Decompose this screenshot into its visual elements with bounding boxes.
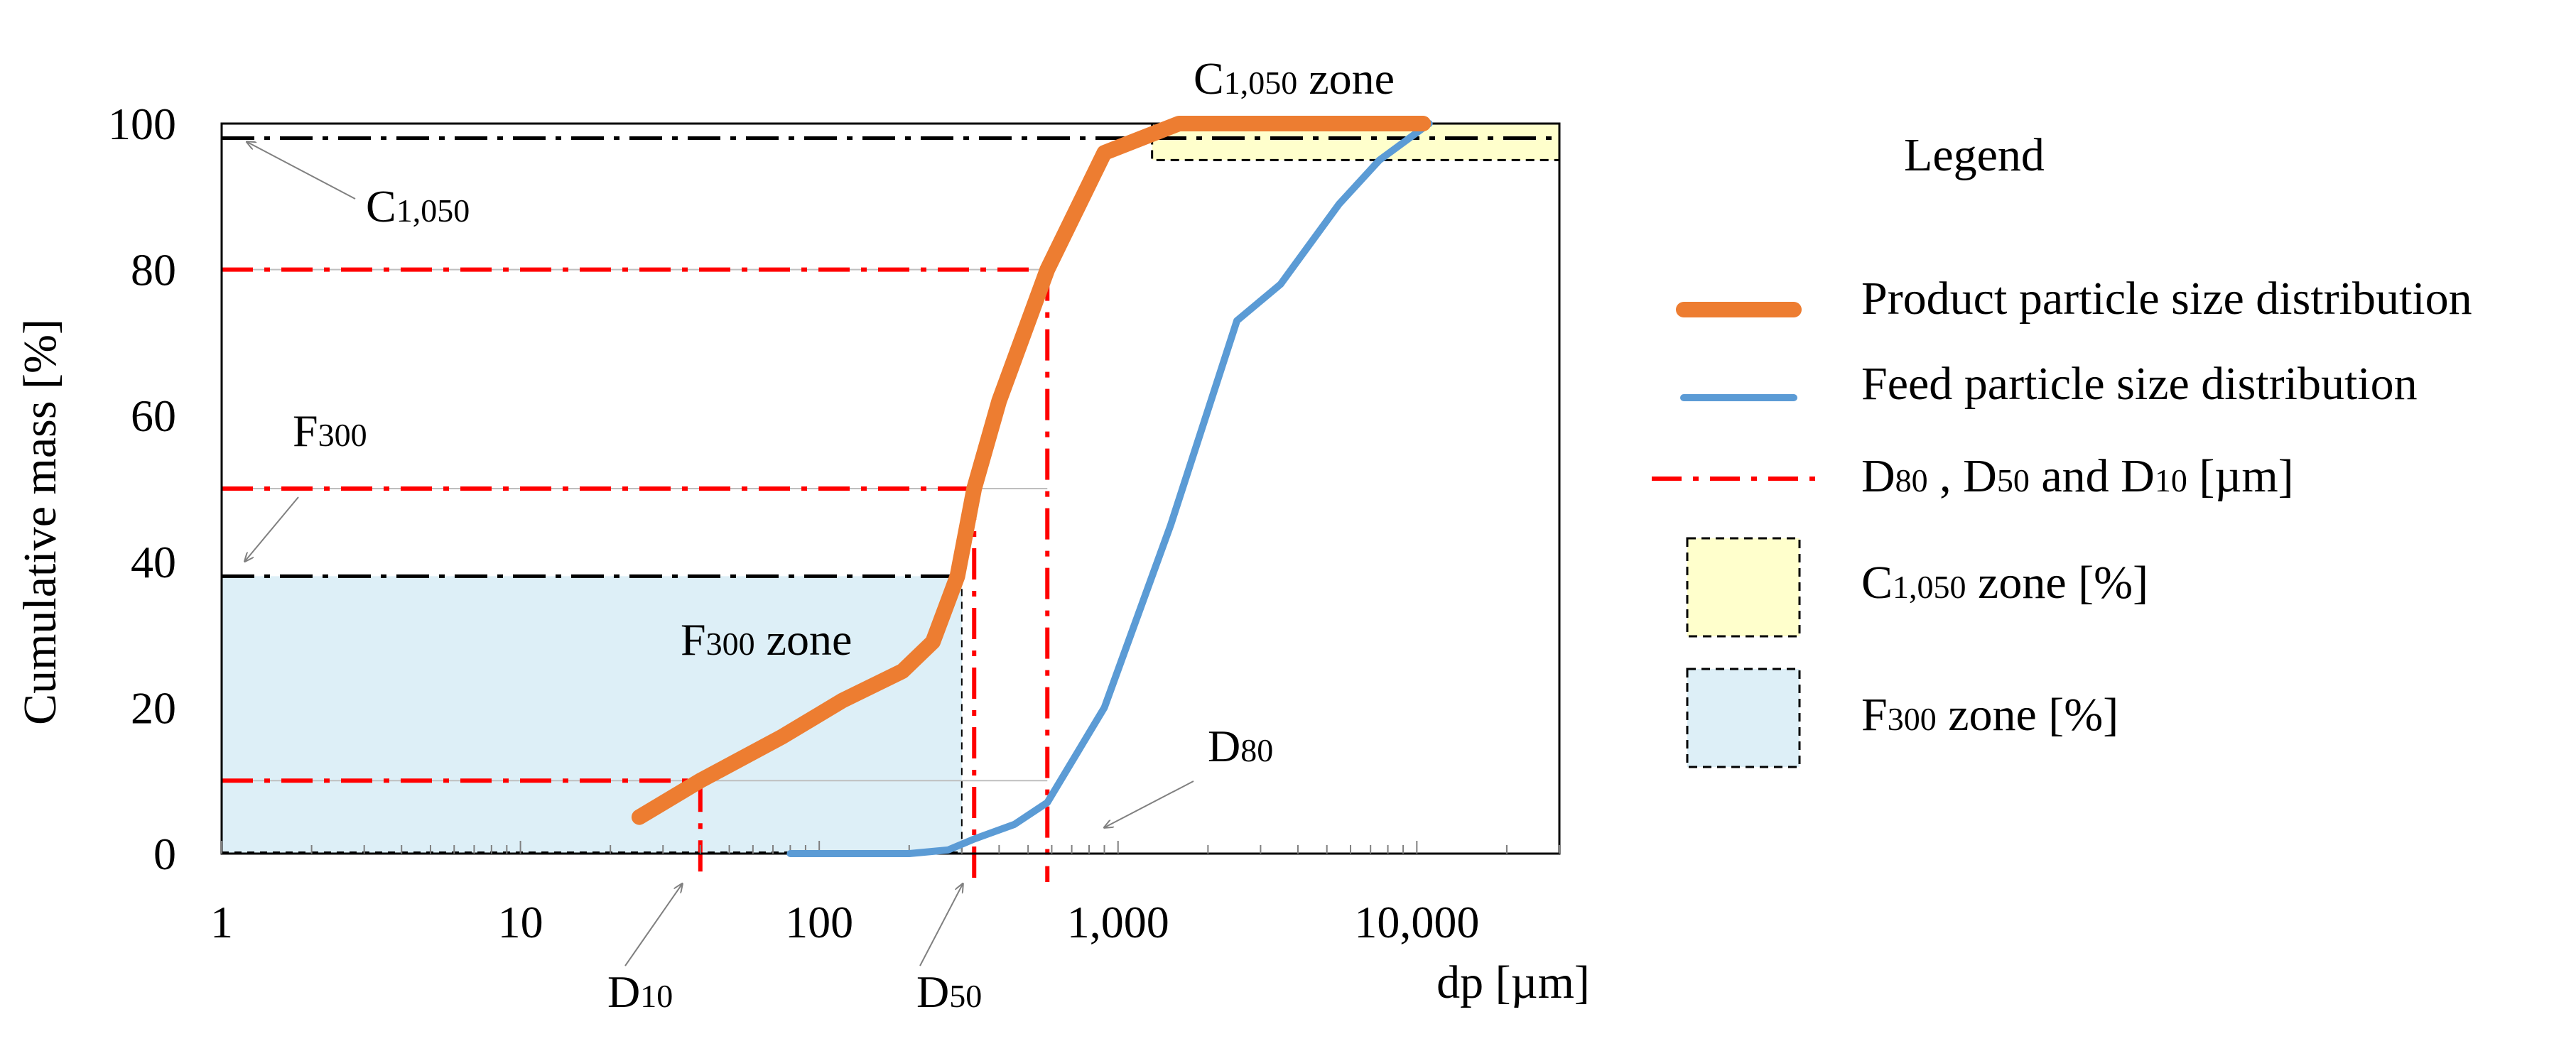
y-tick-label: 40 bbox=[131, 537, 176, 587]
y-tick-label: 20 bbox=[131, 682, 176, 733]
c1050-line-label: C1,050 bbox=[366, 181, 470, 232]
f300-line-arrow bbox=[245, 496, 299, 561]
d10-arrow bbox=[624, 884, 682, 967]
legend-feed-label: Feed particle size distribution bbox=[1861, 358, 2418, 410]
f300-zone-fill bbox=[222, 576, 962, 854]
x-axis-title: dp [µm] bbox=[1436, 957, 1590, 1008]
d50-label: D50 bbox=[916, 967, 982, 1017]
feed-distribution-line bbox=[786, 120, 1433, 857]
x-tick-label: 100 bbox=[785, 897, 853, 947]
y-tick-label: 0 bbox=[153, 829, 176, 879]
f300-zone-label: F300 zone bbox=[681, 614, 852, 665]
x-tick-label: 1,000 bbox=[1067, 897, 1169, 947]
d80-arrow bbox=[1105, 780, 1194, 827]
legend-f300-label: F300 zone [%] bbox=[1861, 689, 2118, 741]
legend-f300-swatch bbox=[1686, 668, 1801, 768]
legend: Legend Product particle size distributio… bbox=[1652, 129, 2472, 768]
annotation-arrows bbox=[245, 142, 1194, 967]
c1050-zone-label: C1,050 zone bbox=[1194, 53, 1395, 104]
legend-product-label: Product particle size distribution bbox=[1861, 273, 2472, 325]
y-axis-title: Cumulative mass [%] bbox=[14, 319, 66, 725]
x-tick-label: 10,000 bbox=[1354, 897, 1479, 947]
legend-dline-label: D80 , D50 and D10 [µm] bbox=[1861, 450, 2294, 502]
y-tick-label: 60 bbox=[131, 391, 176, 441]
y-tick-label: 80 bbox=[131, 245, 176, 295]
x-tick-label: 1 bbox=[210, 897, 233, 947]
d50-arrow bbox=[919, 884, 963, 967]
legend-c1050-label: C1,050 zone [%] bbox=[1861, 557, 2148, 609]
product-distribution-line bbox=[631, 116, 1432, 825]
c1050-line-arrow bbox=[247, 142, 356, 200]
x-tick-label: 10 bbox=[498, 897, 543, 947]
axis-ticks bbox=[221, 841, 1560, 854]
y-tick-labels: 0 20 40 60 80 100 bbox=[108, 99, 176, 879]
y-tick-label: 100 bbox=[108, 99, 176, 149]
legend-title: Legend bbox=[1904, 129, 2045, 181]
d80-label: D80 bbox=[1208, 721, 1273, 771]
reference-lines bbox=[222, 136, 1559, 882]
f300-line-label: F300 bbox=[293, 405, 367, 456]
legend-c1050-swatch bbox=[1686, 537, 1801, 638]
d10-label: D10 bbox=[607, 967, 673, 1017]
x-tick-labels: 1 10 100 1,000 10,000 bbox=[210, 897, 1479, 947]
